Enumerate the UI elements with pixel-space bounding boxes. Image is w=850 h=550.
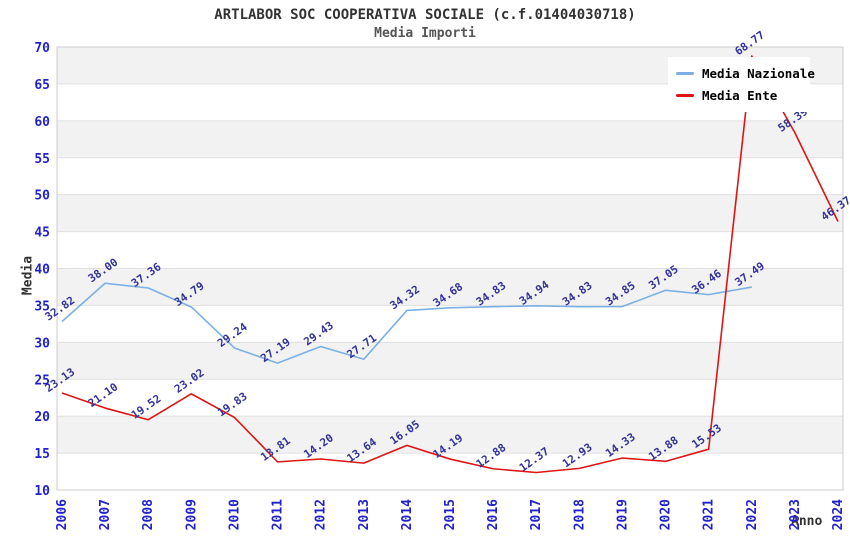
- legend-item-media-nazionale: Media Nazionale: [676, 62, 815, 84]
- y-tick-label: 35: [34, 299, 50, 314]
- media-nazionale-line-swatch-icon: [676, 71, 694, 75]
- y-tick-label: 50: [34, 189, 50, 204]
- x-tick-label: 2008: [141, 499, 156, 530]
- x-tick-label: 2018: [572, 499, 587, 530]
- x-tick-label: 2016: [486, 499, 501, 530]
- y-tick-label: 10: [34, 484, 50, 499]
- grid-band: [57, 120, 843, 158]
- legend-label: Media Ente: [702, 87, 778, 103]
- x-tick-label: 2021: [702, 499, 717, 530]
- plot-border: [56, 46, 844, 491]
- x-tick-label: 2014: [400, 499, 415, 530]
- x-tick-label: 2017: [529, 499, 544, 530]
- x-tick-label: 2023: [788, 499, 803, 530]
- series-line-media-ente: [61, 55, 839, 474]
- x-tick-label: 2010: [227, 499, 242, 530]
- x-tick-label: 2009: [184, 499, 199, 530]
- chart-title: ARTLABOR SOC COOPERATIVA SOCIALE (c.f.01…: [214, 7, 636, 23]
- y-tick-label: 40: [34, 263, 50, 278]
- x-axis-title: Anno: [791, 514, 823, 529]
- chart-subtitle: Media Importi: [374, 26, 476, 41]
- x-tick-label: 2013: [357, 499, 372, 530]
- chart-legend: Media Nazionale Media Ente: [668, 57, 815, 112]
- y-tick-label: 70: [34, 41, 50, 56]
- y-tick-label: 55: [34, 152, 50, 167]
- x-tick-label: 2012: [314, 499, 329, 530]
- y-tick-label: 65: [34, 78, 50, 93]
- x-tick-label: 2019: [615, 499, 630, 530]
- x-tick-label: 2015: [443, 499, 458, 530]
- x-tick-label: 2007: [98, 499, 113, 530]
- x-tick-label: 2020: [659, 499, 674, 530]
- x-tick-label: 2006: [55, 499, 70, 530]
- x-tick-label: 2011: [271, 499, 286, 530]
- y-tick-label: 45: [34, 226, 50, 241]
- x-tick-label: 2024: [831, 499, 846, 530]
- series-line-media-nazionale: [61, 282, 752, 364]
- media-ente-line-swatch-icon: [676, 93, 694, 97]
- legend-label: Media Nazionale: [702, 65, 815, 81]
- legend-item-media-ente: Media Ente: [676, 84, 802, 106]
- grid-band: [57, 268, 843, 306]
- y-tick-label: 15: [34, 447, 50, 462]
- grid-band: [57, 342, 843, 380]
- y-tick-label: 20: [34, 410, 50, 425]
- y-tick-label: 60: [34, 115, 50, 130]
- data-label: 19.83: [215, 390, 250, 420]
- y-tick-label: 25: [34, 373, 50, 388]
- y-tick-label: 30: [34, 336, 50, 351]
- x-tick-label: 2022: [745, 499, 760, 530]
- grid-band: [57, 194, 843, 232]
- data-label: 21.10: [86, 380, 121, 410]
